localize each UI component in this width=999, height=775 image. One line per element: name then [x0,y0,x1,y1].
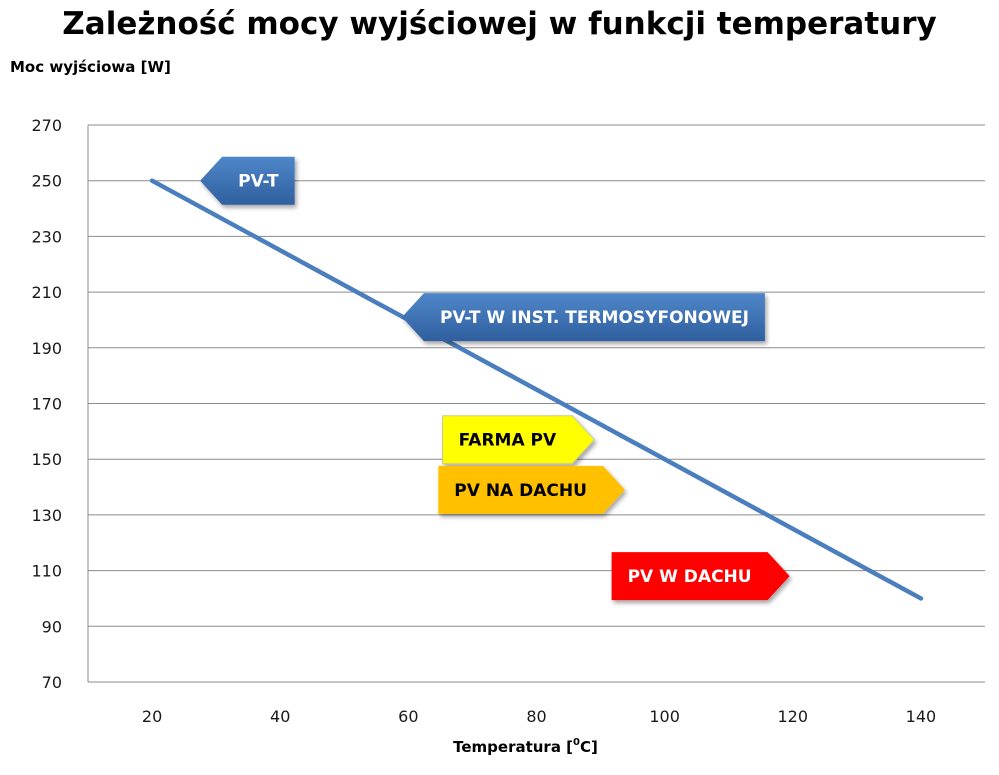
y-tick-label: 150 [31,450,62,469]
y-tick-label: 230 [31,227,62,246]
callout-shape [442,415,595,465]
chart-title: Zależność mocy wyjściowej w funkcji temp… [62,6,937,42]
y-tick-label: 130 [31,506,62,525]
x-axis-label-prefix: Temperatura [ [453,738,574,756]
callout-label: PV W DACHU [628,567,752,587]
x-tick-label: 100 [649,707,680,726]
callout: PV NA DACHU [438,465,625,514]
x-axis-label: Temperatura [0C] [0,737,999,756]
y-tick-label: 210 [31,283,62,302]
callout: PV-T W INST. TERMOSYFONOWEJ [401,293,765,342]
callout: FARMA PV [442,415,595,465]
callout-shape [401,293,765,342]
callout-shape [438,465,625,514]
y-axis-label: Moc wyjściowa [W] [10,58,171,76]
y-tick-label: 170 [31,395,62,414]
x-tick-label: 60 [398,707,418,726]
callout-label: PV-T W INST. TERMOSYFONOWEJ [440,308,749,328]
callout-label: PV-T [238,172,279,192]
x-tick-label: 120 [778,707,809,726]
x-tick-label: 80 [526,707,546,726]
x-axis-label-superscript: 0 [573,737,580,748]
callout: PV-T [200,156,295,205]
y-tick-label: 70 [42,673,62,692]
series [149,178,924,601]
callout-label: FARMA PV [459,431,557,451]
axes: 70 90 110 130 150 170 190 210 230 250 270 20 40 60 80 1… [31,116,936,726]
callout-shape [200,156,295,205]
x-tick-label: 140 [906,707,937,726]
callout-label: PV NA DACHU [454,481,587,501]
y-tick-label: 250 [31,172,62,191]
callout: PV W DACHU [611,552,790,601]
y-tick-label: 270 [31,116,62,135]
x-axis-label-suffix: C] [580,738,598,756]
annotations: PV-T PV-T W INST. TERMOSYFONOWEJ FARMA PV P… [200,156,790,601]
y-tick-label: 90 [42,617,62,636]
y-tick-label: 190 [31,339,62,358]
series-line [149,178,924,601]
callout-shape [611,552,790,601]
y-tick-label: 110 [31,562,62,581]
gridlines [88,124,985,683]
x-tick-label: 20 [142,707,162,726]
x-tick-label: 40 [270,707,290,726]
